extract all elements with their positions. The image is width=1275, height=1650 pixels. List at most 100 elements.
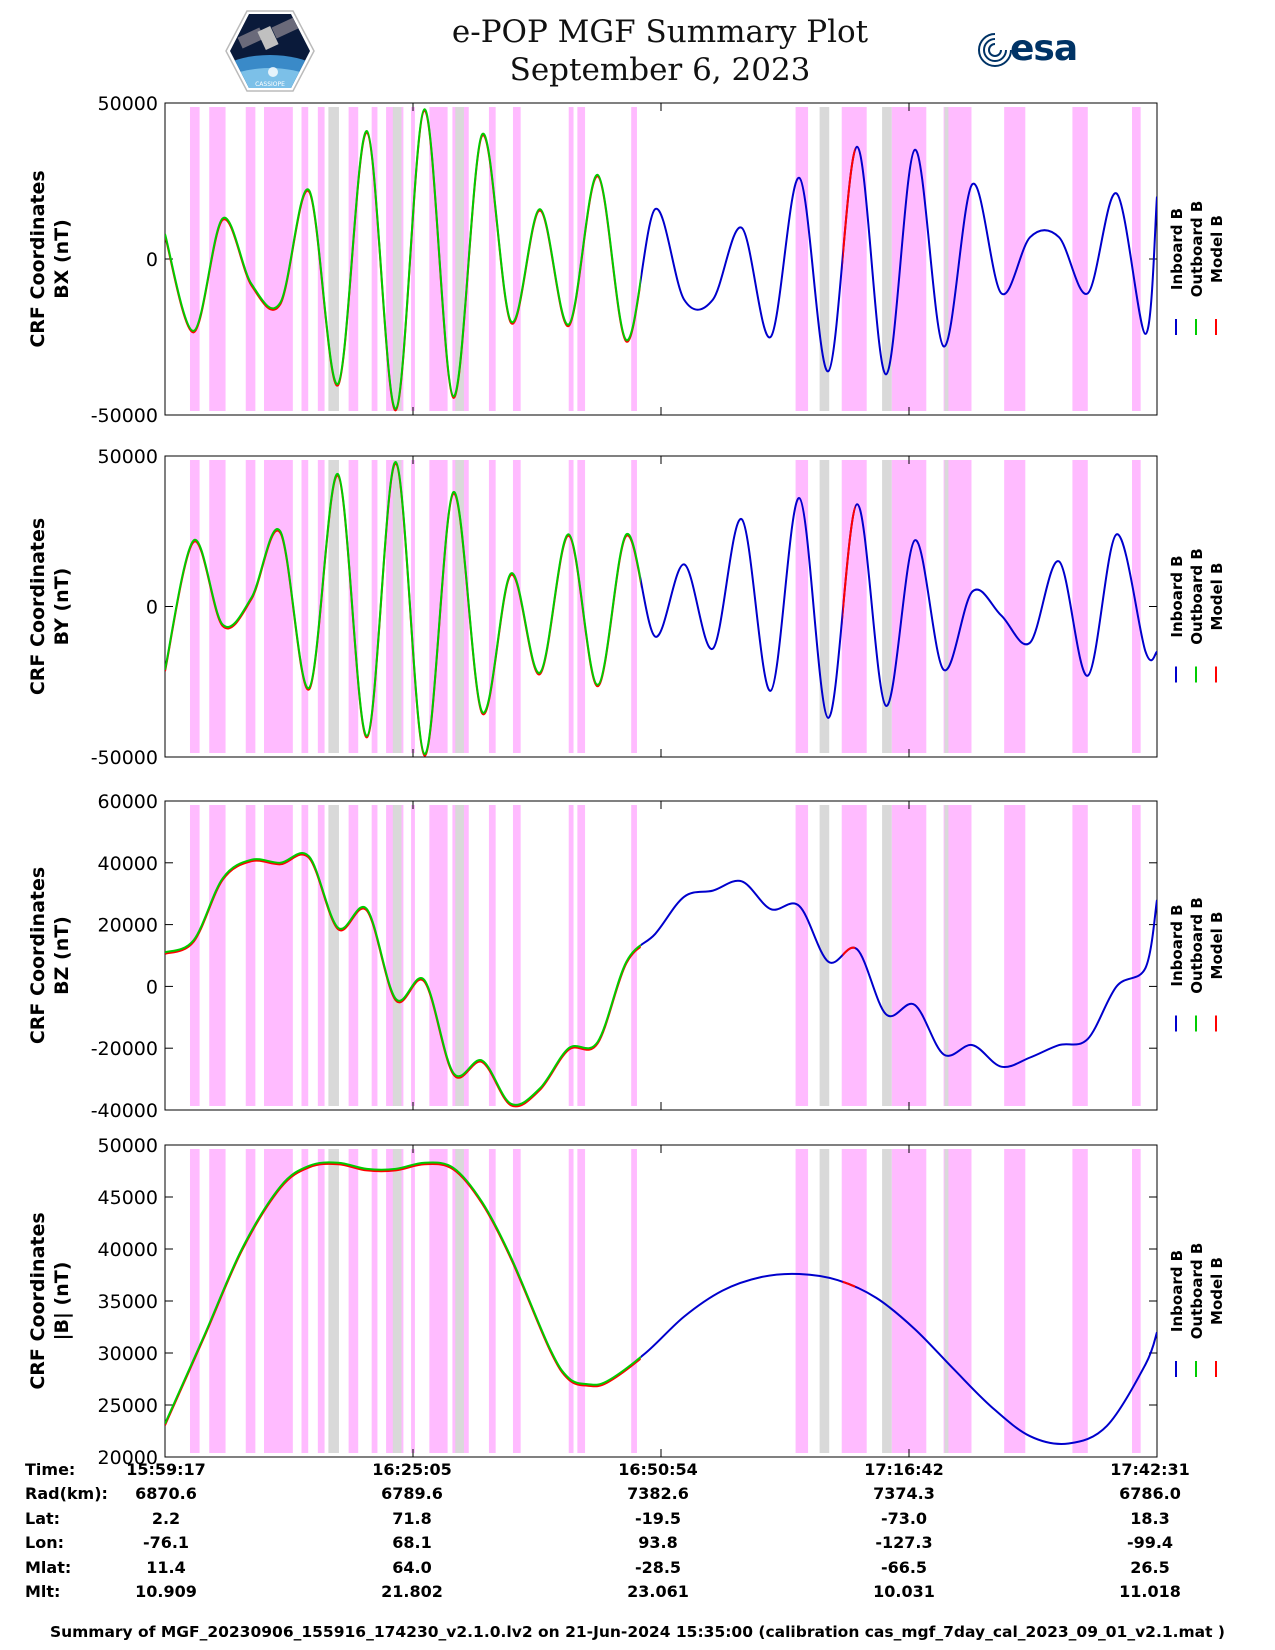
panel-2: 50000 0 -50000 CRF Coordinates BY (nT) Inboar… <box>27 446 1226 769</box>
y-tick-label: 20000 <box>98 915 158 937</box>
series-inboard-b <box>640 879 1157 1069</box>
pink-band <box>568 460 574 753</box>
y-tick-label: 40000 <box>98 853 158 875</box>
pink-band <box>317 1149 325 1453</box>
panel-1: 50000 0 -50000 CRF Coordinates BX (nT) Inboar… <box>27 93 1226 427</box>
ephem-label-lon: Lon: <box>25 1533 64 1552</box>
ephem-value: 71.8 <box>392 1509 432 1528</box>
ephem-value: 16:50:54 <box>618 1460 698 1479</box>
y-tick-label: 50000 <box>98 1135 158 1157</box>
pink-band <box>264 1149 293 1453</box>
series-outboard-b <box>165 851 641 1106</box>
y-axis-label-1: CRF Coordinates <box>27 518 49 695</box>
gray-band <box>392 1149 402 1453</box>
y-tick-label: 60000 <box>98 791 158 813</box>
pink-band <box>631 1149 637 1453</box>
pink-band <box>891 805 927 1106</box>
pink-band <box>1072 1149 1088 1453</box>
pink-band <box>245 460 256 753</box>
series-inboard-b <box>640 145 1157 376</box>
ephem-value: 16:25:05 <box>372 1460 452 1479</box>
pink-band <box>512 107 521 411</box>
ephem-value: 7374.3 <box>873 1484 935 1503</box>
y-tick-label: 40000 <box>98 1239 158 1261</box>
pink-band <box>841 107 867 411</box>
pink-band <box>1004 1149 1026 1453</box>
pink-band <box>429 805 448 1106</box>
ephem-value: 93.8 <box>638 1533 678 1552</box>
ephem-value: 10.909 <box>135 1582 197 1601</box>
ephem-value: 21.802 <box>381 1582 443 1601</box>
ephem-label-lat: Lat: <box>25 1509 61 1528</box>
gray-band <box>392 460 402 753</box>
pink-band <box>264 107 293 411</box>
title-line-2: September 6, 2023 <box>509 52 811 88</box>
pink-band <box>1072 107 1088 411</box>
gray-band <box>328 805 339 1106</box>
legend-label: Outboard B <box>1188 897 1206 994</box>
y-tick-label: -50000 <box>91 405 158 427</box>
ephem-label-mlt: Mlt: <box>25 1582 61 1601</box>
series-model-b <box>165 1162 641 1426</box>
pink-band <box>1132 805 1141 1106</box>
ephem-value: -127.3 <box>875 1533 933 1552</box>
ephem-label-rad: Rad(km): <box>25 1484 108 1503</box>
ephem-value: -76.1 <box>142 1533 190 1552</box>
y-tick-label: -20000 <box>91 1038 158 1060</box>
pink-band <box>841 805 867 1106</box>
pink-band <box>488 460 496 753</box>
pink-band <box>841 1149 867 1453</box>
pink-band <box>348 805 359 1106</box>
legend-label: Model B <box>1208 215 1226 283</box>
pink-band <box>1072 805 1088 1106</box>
ephem-value: -66.5 <box>880 1558 928 1577</box>
pink-band <box>795 107 809 411</box>
pink-band <box>631 805 637 1106</box>
pink-band <box>1004 460 1026 753</box>
ephem-value: 7382.6 <box>627 1484 689 1503</box>
pink-band <box>371 460 378 753</box>
pink-band <box>411 107 415 411</box>
y-tick-label: 35000 <box>98 1291 158 1313</box>
pink-band <box>411 460 415 753</box>
panel-3: 60000 40000 20000 0 -20000 -40000 CRF Coordina… <box>27 791 1226 1122</box>
ephem-value: -19.5 <box>634 1509 682 1528</box>
gray-band <box>882 805 892 1106</box>
series-outboard-b <box>165 1161 641 1425</box>
pink-band <box>348 1149 359 1453</box>
y-axis-label-2: |B| (nT) <box>51 1262 73 1341</box>
legend-label: Inboard B <box>1168 904 1186 986</box>
pink-band <box>209 107 226 411</box>
cassiope-logo-caption: CASSIOPE <box>255 81 285 88</box>
pink-band <box>429 1149 448 1453</box>
esa-logo-mark <box>978 33 1012 67</box>
title-line-1: e-POP MGF Summary Plot <box>451 14 869 50</box>
gray-band <box>392 107 402 411</box>
pink-band <box>209 805 226 1106</box>
gray-band <box>328 107 339 411</box>
series-outboard-b <box>165 108 641 410</box>
legend-label: Outboard B <box>1188 201 1206 298</box>
ephem-value: -73.0 <box>880 1509 928 1528</box>
pink-band <box>631 107 637 411</box>
ephem-label-mlat: Mlat: <box>25 1558 72 1577</box>
ephem-value: -28.5 <box>634 1558 682 1577</box>
gray-band <box>819 107 830 411</box>
gray-band <box>455 107 464 411</box>
pink-band <box>1004 107 1026 411</box>
ephem-value: 18.3 <box>1130 1509 1170 1528</box>
ephem-value: 64.0 <box>392 1558 432 1577</box>
ephem-value: 6870.6 <box>135 1484 197 1503</box>
panel-4: 50000 45000 40000 35000 30000 25000 20000 CRF C… <box>27 1135 1226 1469</box>
gray-band <box>882 107 892 411</box>
pink-band <box>488 1149 496 1453</box>
series-inboard-b <box>640 1272 1157 1445</box>
gray-band <box>455 805 464 1106</box>
pink-band <box>189 107 200 411</box>
gray-band <box>882 460 892 753</box>
pink-band <box>1072 460 1088 753</box>
ephem-value: -99.4 <box>1126 1533 1174 1552</box>
pink-band <box>301 460 309 753</box>
y-axis-label-2: BY (nT) <box>51 568 73 646</box>
pink-band <box>348 460 359 753</box>
